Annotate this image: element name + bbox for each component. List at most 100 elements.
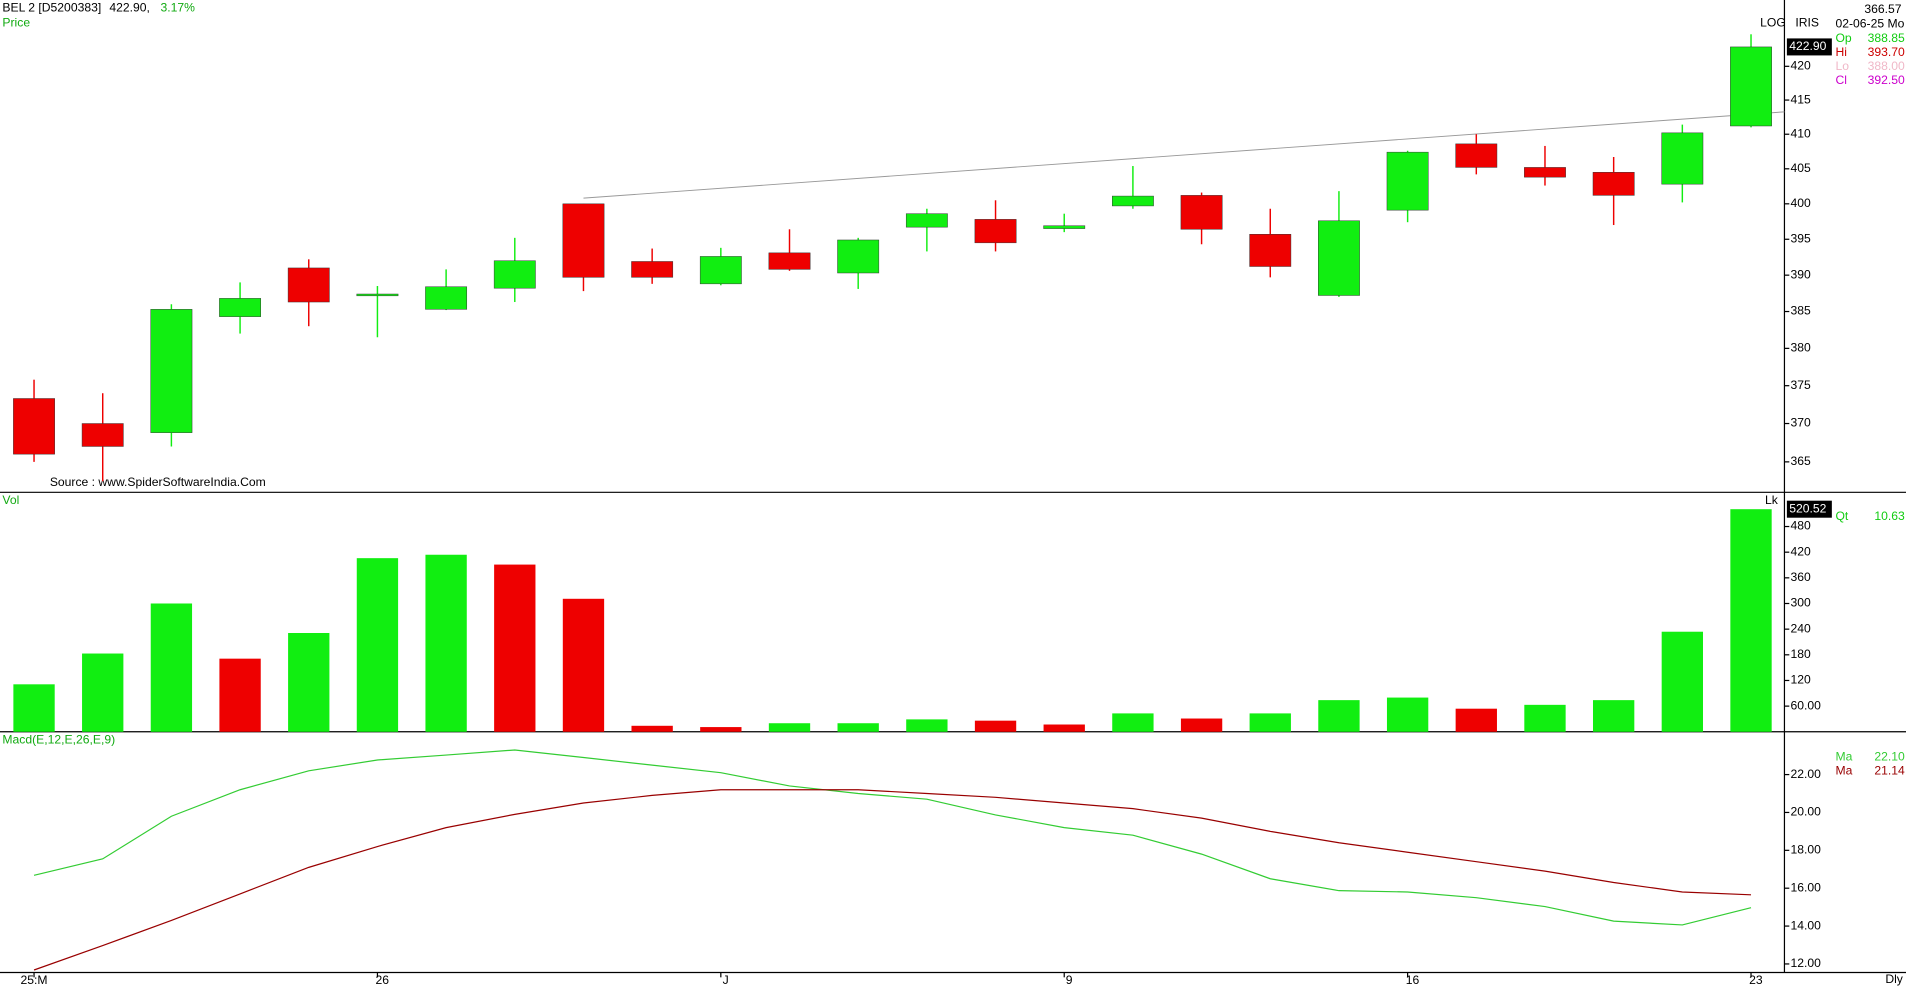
panel-label: Vol xyxy=(2,493,19,507)
candle-body xyxy=(13,398,55,455)
volume-bar xyxy=(288,633,330,732)
readout-value: 388.00 xyxy=(1868,59,1905,73)
volume-bar xyxy=(150,603,193,732)
volume-bar xyxy=(1180,718,1223,732)
readout-value: 388.85 xyxy=(1868,31,1905,45)
x-tick-label: J xyxy=(723,973,729,987)
volume-bar xyxy=(562,598,605,732)
y-tick-label: 385 xyxy=(1791,304,1812,318)
y-tick-label: 300 xyxy=(1791,596,1812,610)
candle-body xyxy=(768,252,811,270)
candle-body xyxy=(699,256,742,285)
period: Dly xyxy=(1885,972,1903,986)
macd-line xyxy=(33,749,1752,926)
candle-body xyxy=(219,298,261,317)
volume-bar xyxy=(631,725,673,732)
volume-bar xyxy=(974,720,1017,732)
candle-body xyxy=(1043,225,1086,229)
source-label: IRIS xyxy=(1795,15,1819,29)
x-tick-label: 26 xyxy=(376,973,390,987)
date: 02-06-25 Mo xyxy=(1835,17,1904,31)
last-price-badge: 422.90 xyxy=(1789,39,1826,53)
y-tick-label: 410 xyxy=(1791,126,1812,140)
y-tick-label: 420 xyxy=(1791,59,1812,73)
candle-body xyxy=(356,293,399,297)
y-tick-label: 18.00 xyxy=(1791,843,1822,857)
volume-bar xyxy=(906,719,948,732)
panel-label: Price xyxy=(2,15,30,29)
readout-value: 393.70 xyxy=(1868,45,1905,59)
volume-bar xyxy=(768,723,811,732)
candle-body xyxy=(1592,172,1635,196)
symbol: BEL 2 [D5200383] xyxy=(2,1,101,15)
y-tick-label: 400 xyxy=(1791,196,1812,210)
candle-body xyxy=(631,261,674,278)
y-tick-label: 360 xyxy=(1791,570,1812,584)
volume-bar xyxy=(1112,713,1154,732)
readout-label: Cl xyxy=(1835,73,1846,87)
last-price-badge-bg xyxy=(1786,38,1832,56)
last-volume-badge: 520.52 xyxy=(1789,501,1826,515)
candle-body xyxy=(493,260,536,289)
y-tick-label: 365 xyxy=(1791,454,1812,468)
candle-body xyxy=(425,286,468,310)
candle-body xyxy=(150,309,193,433)
y-tick-label: 480 xyxy=(1791,519,1812,533)
source-note: Source : www.SpiderSoftwareIndia.Com xyxy=(50,475,266,489)
x-tick-label: 9 xyxy=(1066,973,1073,987)
volume-bar xyxy=(1455,708,1497,732)
candle-body xyxy=(1249,234,1292,267)
last-volume-badge-bg xyxy=(1786,500,1832,518)
y-tick-label: 14.00 xyxy=(1791,918,1822,932)
candle-body xyxy=(1180,195,1223,230)
volume-bar xyxy=(356,558,399,732)
volume-bar xyxy=(1524,704,1566,732)
candle-body xyxy=(974,219,1017,244)
x-tick-label: 16 xyxy=(1406,973,1420,987)
readout-label: Hi xyxy=(1835,45,1846,59)
volume-bar xyxy=(1249,713,1291,732)
y-tick-label: 16.00 xyxy=(1791,880,1822,894)
volume-bar xyxy=(425,554,467,732)
trend-line xyxy=(583,111,1785,199)
candle-body xyxy=(1524,167,1566,178)
change: 3.17% xyxy=(160,1,195,15)
candle-body xyxy=(1455,143,1498,168)
volume-bar xyxy=(1661,631,1704,732)
y-tick-label: 60.00 xyxy=(1791,698,1822,712)
volume-bar xyxy=(700,727,742,732)
panel-label: Macd(E,12,E,26,E,9) xyxy=(2,732,115,746)
top-value: 366.57 xyxy=(1864,2,1901,16)
volume-bar xyxy=(837,723,879,732)
volume-bar xyxy=(1043,724,1085,732)
candle-body xyxy=(1386,151,1429,211)
readout-label: Op xyxy=(1835,31,1851,45)
legend-name: Ma xyxy=(1835,750,1852,764)
y-tick-label: 180 xyxy=(1791,647,1812,661)
candle-body xyxy=(1661,132,1704,185)
y-tick-label: 395 xyxy=(1791,231,1812,245)
y-tick-label: 415 xyxy=(1791,92,1812,106)
volume-bar xyxy=(494,564,536,732)
y-tick-label: 390 xyxy=(1791,267,1812,281)
candle-body xyxy=(1730,46,1772,127)
candle-body xyxy=(562,203,605,278)
volume-bar xyxy=(13,684,55,732)
y-tick-label: 370 xyxy=(1791,416,1812,430)
y-tick-label: 240 xyxy=(1791,621,1812,635)
volume-bar xyxy=(82,653,124,732)
y-tick-label: 120 xyxy=(1791,673,1812,687)
readout-label: Lo xyxy=(1835,59,1849,73)
legend-name: Ma xyxy=(1835,763,1852,777)
readout-value: 392.50 xyxy=(1868,73,1905,87)
volume-bar xyxy=(1386,697,1429,732)
y-tick-label: 20.00 xyxy=(1791,805,1822,819)
readout-value: 10.63 xyxy=(1874,509,1905,523)
x-tick-label: 23 xyxy=(1749,973,1763,987)
y-tick-label: 12.00 xyxy=(1791,956,1822,970)
volume-bar xyxy=(219,658,261,732)
candle-body xyxy=(287,267,330,303)
y-tick-label: 375 xyxy=(1791,378,1812,392)
